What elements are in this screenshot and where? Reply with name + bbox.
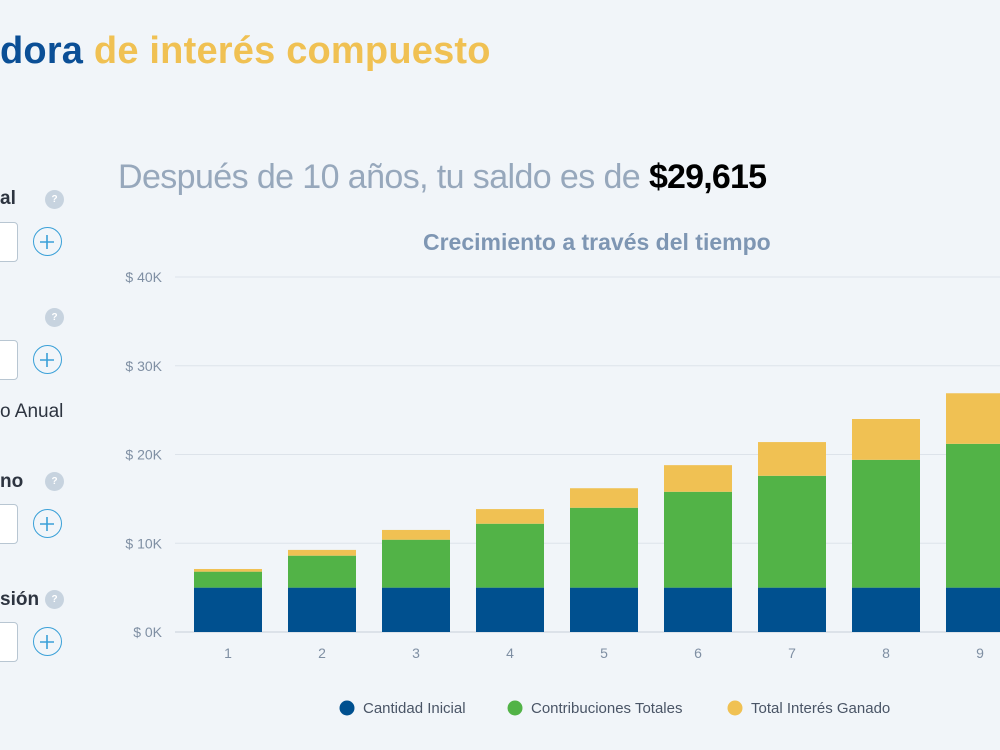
form-label-rate: sión — [0, 589, 40, 610]
x-tick-label: 9 — [976, 645, 984, 661]
bar-segment — [194, 587, 262, 632]
x-tick-label: 3 — [412, 645, 420, 661]
legend-label: Cantidad Inicial — [363, 700, 466, 717]
bar-segment — [382, 587, 450, 632]
bar-segment — [758, 475, 826, 588]
bar-segment — [570, 488, 638, 508]
legend-label: Total Interés Ganado — [751, 700, 890, 717]
legend-marker — [507, 700, 523, 716]
legend-marker — [727, 700, 743, 716]
x-tick-label: 1 — [224, 645, 232, 661]
frequency-label: o Anual — [0, 401, 64, 422]
bar-segment — [946, 587, 1000, 632]
bar-segment — [570, 587, 638, 632]
y-tick-label: $ 0K — [133, 624, 162, 640]
x-tick-label: 8 — [882, 645, 890, 661]
increment-rate-button[interactable] — [33, 627, 62, 656]
increment-initial-button[interactable] — [33, 227, 62, 256]
balance-summary-text: Después de 10 años, tu saldo es de — [118, 158, 649, 196]
question-icon[interactable]: ? — [45, 472, 64, 491]
x-tick-label: 2 — [318, 645, 326, 661]
bar-segment — [288, 549, 356, 556]
form-label-initial: al — [0, 188, 16, 209]
bar-segment — [570, 507, 638, 588]
bar-segment — [194, 571, 262, 588]
bar-segment — [382, 529, 450, 540]
bar-segment — [758, 442, 826, 476]
contribution-input[interactable] — [0, 340, 18, 380]
increment-years-button[interactable] — [33, 509, 62, 538]
bar-segment — [476, 587, 544, 632]
bar-segment — [852, 459, 920, 588]
increment-contribution-button[interactable] — [33, 345, 62, 374]
plus-icon — [40, 634, 54, 649]
x-tick-label: 7 — [788, 645, 796, 661]
bar-segment — [664, 491, 732, 588]
bar-segment — [664, 587, 732, 632]
balance-amount: $29,615 — [648, 158, 767, 196]
x-tick-label: 4 — [506, 645, 514, 661]
question-icon[interactable]: ? — [45, 590, 64, 609]
question-icon[interactable]: ? — [45, 308, 64, 327]
x-tick-label: 5 — [600, 645, 608, 661]
y-tick-label: $ 20K — [125, 447, 162, 463]
bar-segment — [946, 443, 1000, 588]
bar-segment — [852, 419, 920, 460]
bar-segment — [288, 555, 356, 588]
bar-segment — [288, 587, 356, 632]
bar-segment — [194, 568, 262, 572]
plus-icon — [40, 352, 54, 367]
plus-icon — [40, 516, 54, 531]
question-icon[interactable]: ? — [45, 190, 64, 209]
plus-icon — [40, 234, 54, 249]
years-input[interactable] — [0, 504, 18, 544]
initial-amount-input[interactable] — [0, 222, 18, 262]
bar-segment — [382, 539, 450, 588]
page-title: dora de interés compuesto — [0, 30, 491, 73]
y-tick-label: $ 10K — [125, 535, 162, 551]
title-part-blue: dora — [0, 30, 84, 72]
title-part-yellow: de interés compuesto — [83, 30, 491, 72]
bar-segment — [664, 465, 732, 492]
y-tick-label: $ 30K — [125, 358, 162, 374]
bar-segment — [852, 587, 920, 632]
legend-marker — [339, 700, 355, 716]
y-tick-label: $ 40K — [125, 269, 162, 285]
bar-segment — [758, 587, 826, 632]
chart-title: Crecimiento a través del tiempo — [423, 229, 771, 255]
rate-input[interactable] — [0, 622, 18, 662]
legend-label: Contribuciones Totales — [531, 700, 682, 717]
bar-segment — [476, 509, 544, 524]
balance-summary: Después de 10 años, tu saldo es de $29,6… — [118, 158, 767, 197]
bar-segment — [476, 523, 544, 588]
bar-segment — [946, 393, 1000, 444]
form-label-years: no — [0, 471, 24, 492]
x-tick-label: 6 — [694, 645, 702, 661]
